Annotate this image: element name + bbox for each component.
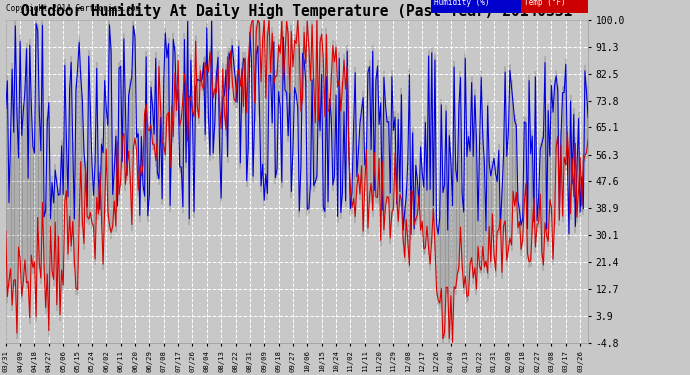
Text: Temp (°F): Temp (°F) — [524, 0, 566, 7]
Text: Copyright 2014 Cartronics.com: Copyright 2014 Cartronics.com — [6, 4, 141, 13]
FancyBboxPatch shape — [521, 0, 588, 13]
FancyBboxPatch shape — [431, 0, 521, 13]
Text: Humidity (%): Humidity (%) — [434, 0, 489, 7]
Title: Outdoor Humidity At Daily High Temperature (Past Year) 20140331: Outdoor Humidity At Daily High Temperatu… — [21, 3, 573, 19]
